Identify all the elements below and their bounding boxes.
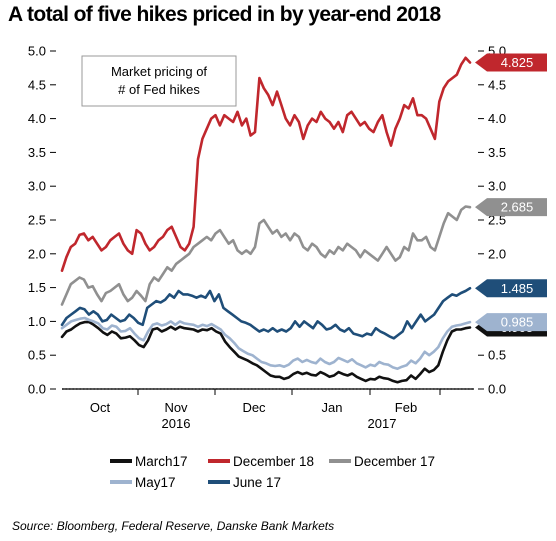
- x-tick-feb: Feb: [395, 400, 417, 415]
- y-tick-left-5.0: 5.0: [28, 44, 46, 59]
- y-tick-right-3.5: 3.5: [488, 145, 506, 160]
- y-tick-right-3.0: 3.0: [488, 179, 506, 194]
- annotation-line-1: Market pricing of: [111, 64, 207, 79]
- y-tick-left-4.0: 4.0: [28, 111, 46, 126]
- x-axis-ticks: Oct Nov Dec Jan Feb: [90, 389, 441, 415]
- chart-title: A total of five hikes priced in by year-…: [8, 3, 441, 26]
- y-tick-right-2.0: 2.0: [488, 246, 506, 261]
- legend-label-december18: December 18: [233, 454, 314, 469]
- x-tick-dec: Dec: [242, 400, 266, 415]
- end-badge-december-17: [475, 198, 547, 217]
- legend: March17 December 18 December 17 May17 Ju…: [110, 454, 435, 490]
- legend-label-june17: June 17: [233, 475, 281, 490]
- x-year-label-2016: 2016: [162, 416, 191, 431]
- x-tick-oct: Oct: [90, 400, 111, 415]
- legend-label-may17: May17: [135, 475, 176, 490]
- x-tick-jan: Jan: [322, 400, 343, 415]
- annotation-line-2: # of Fed hikes: [118, 82, 200, 97]
- series-line-december-18: [60, 56, 472, 273]
- end-badge-label-june-17: 1.485: [501, 281, 534, 296]
- end-badge-june-17: [475, 279, 547, 298]
- y-tick-left-0.5: 0.5: [28, 348, 46, 363]
- series-line-december-17: [60, 205, 472, 306]
- legend-label-march17: March17: [135, 454, 188, 469]
- y-tick-right-0.0: 0.0: [488, 382, 506, 397]
- y-tick-left-2.0: 2.0: [28, 246, 46, 261]
- x-year-label-2017: 2017: [368, 416, 397, 431]
- end-badge-label-may17: 0.985: [501, 315, 534, 330]
- legend-label-december17: December 17: [354, 454, 435, 469]
- series-line-march17: [60, 320, 472, 384]
- y-tick-left-1.0: 1.0: [28, 314, 46, 329]
- end-badge-december-18: [475, 53, 547, 72]
- y-tick-right-0.5: 0.5: [488, 348, 506, 363]
- series-line-june-17: [60, 286, 472, 340]
- y-tick-left-0.0: 0.0: [28, 382, 46, 397]
- y-tick-left-3.5: 3.5: [28, 145, 46, 160]
- y-tick-left-1.5: 1.5: [28, 280, 46, 295]
- series-lines: [60, 56, 472, 384]
- y-tick-left-2.5: 2.5: [28, 213, 46, 228]
- y-tick-right-2.5: 2.5: [488, 213, 506, 228]
- end-badge-label-december-18: 4.825: [501, 55, 534, 70]
- y-axis-right: 0.00.51.01.52.02.53.03.54.04.55.0: [478, 44, 506, 397]
- y-tick-right-4.5: 4.5: [488, 77, 506, 92]
- source-note: Source: Bloomberg, Federal Reserve, Dans…: [12, 519, 335, 533]
- y-axis-left: 0.0 0.5 1.0 1.5 2.0 2.5 3.0 3.5 4.0 4.5 5.0: [28, 44, 56, 397]
- y-tick-left-3.0: 3.0: [28, 179, 46, 194]
- annotation-box: [81, 55, 237, 107]
- y-tick-right-4.0: 4.0: [488, 111, 506, 126]
- series-line-may17: [60, 316, 472, 371]
- end-badge-label-december-17: 2.685: [501, 200, 534, 215]
- x-tick-nov: Nov: [164, 400, 188, 415]
- y-tick-left-4.5: 4.5: [28, 77, 46, 92]
- end-badge-may17: [475, 313, 547, 332]
